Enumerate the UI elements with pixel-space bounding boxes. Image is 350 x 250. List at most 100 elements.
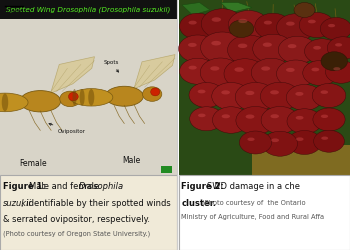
Polygon shape bbox=[46, 57, 94, 96]
Circle shape bbox=[326, 61, 350, 83]
Circle shape bbox=[253, 34, 293, 63]
Ellipse shape bbox=[198, 114, 205, 117]
Circle shape bbox=[314, 130, 344, 152]
Ellipse shape bbox=[288, 44, 296, 48]
Ellipse shape bbox=[212, 17, 221, 22]
Text: Male: Male bbox=[122, 156, 140, 165]
Circle shape bbox=[255, 13, 291, 39]
Text: Male and female: Male and female bbox=[29, 182, 99, 191]
Ellipse shape bbox=[20, 90, 61, 112]
FancyBboxPatch shape bbox=[161, 166, 172, 172]
Text: Spotted Wing Drosophila (Drosophila suzukii): Spotted Wing Drosophila (Drosophila suzu… bbox=[6, 6, 170, 13]
FancyBboxPatch shape bbox=[178, 0, 350, 175]
Text: Figure 1:: Figure 1: bbox=[3, 182, 45, 191]
Text: Spots: Spots bbox=[103, 60, 119, 72]
Ellipse shape bbox=[105, 86, 143, 106]
Circle shape bbox=[260, 82, 300, 110]
Ellipse shape bbox=[210, 66, 219, 70]
Ellipse shape bbox=[198, 90, 205, 93]
Ellipse shape bbox=[333, 67, 341, 70]
Circle shape bbox=[224, 59, 266, 89]
Text: (Photo courtesy of Oregon State University.): (Photo courtesy of Oregon State Universi… bbox=[3, 230, 150, 237]
Ellipse shape bbox=[264, 21, 272, 24]
Circle shape bbox=[212, 82, 250, 110]
Polygon shape bbox=[129, 54, 175, 91]
Circle shape bbox=[288, 130, 321, 154]
Circle shape bbox=[304, 39, 340, 64]
Polygon shape bbox=[182, 2, 210, 15]
Ellipse shape bbox=[296, 137, 303, 141]
Circle shape bbox=[287, 109, 322, 134]
Ellipse shape bbox=[247, 138, 254, 141]
FancyBboxPatch shape bbox=[252, 145, 350, 175]
Circle shape bbox=[180, 58, 216, 84]
Circle shape bbox=[294, 2, 315, 18]
Ellipse shape bbox=[261, 66, 270, 71]
Ellipse shape bbox=[296, 116, 303, 120]
Ellipse shape bbox=[238, 44, 247, 48]
Circle shape bbox=[190, 107, 223, 131]
Circle shape bbox=[236, 106, 275, 134]
Circle shape bbox=[251, 58, 291, 87]
Polygon shape bbox=[220, 2, 252, 12]
Circle shape bbox=[178, 35, 217, 62]
Circle shape bbox=[276, 14, 315, 41]
Circle shape bbox=[180, 13, 216, 39]
Ellipse shape bbox=[321, 136, 328, 140]
Ellipse shape bbox=[189, 66, 197, 70]
Circle shape bbox=[239, 131, 272, 154]
FancyBboxPatch shape bbox=[0, 175, 177, 250]
Ellipse shape bbox=[313, 46, 321, 50]
Circle shape bbox=[299, 12, 334, 38]
Circle shape bbox=[235, 82, 276, 112]
Text: suzukii: suzukii bbox=[3, 199, 31, 208]
Ellipse shape bbox=[222, 114, 230, 118]
Text: & serrated ovipositor, respectively.: & serrated ovipositor, respectively. bbox=[3, 215, 150, 224]
Circle shape bbox=[189, 82, 224, 108]
Ellipse shape bbox=[321, 114, 328, 118]
Ellipse shape bbox=[142, 87, 162, 101]
Ellipse shape bbox=[271, 138, 279, 142]
Ellipse shape bbox=[60, 91, 80, 107]
Text: Drosophila: Drosophila bbox=[79, 182, 124, 191]
Ellipse shape bbox=[263, 42, 272, 47]
Ellipse shape bbox=[221, 90, 230, 94]
Ellipse shape bbox=[308, 20, 316, 24]
Ellipse shape bbox=[321, 90, 328, 94]
Circle shape bbox=[320, 18, 350, 40]
Ellipse shape bbox=[246, 114, 254, 119]
Ellipse shape bbox=[286, 68, 295, 72]
Ellipse shape bbox=[150, 88, 160, 96]
FancyBboxPatch shape bbox=[178, 175, 350, 250]
Ellipse shape bbox=[2, 94, 8, 111]
Text: Female: Female bbox=[20, 159, 47, 168]
Ellipse shape bbox=[70, 89, 113, 106]
Ellipse shape bbox=[238, 19, 247, 23]
Text: SWD damage in a che: SWD damage in a che bbox=[207, 182, 300, 191]
Text: , identifiable by their spotted winds: , identifiable by their spotted winds bbox=[21, 199, 171, 208]
Ellipse shape bbox=[295, 92, 303, 96]
Circle shape bbox=[212, 107, 250, 133]
Ellipse shape bbox=[88, 89, 94, 106]
Ellipse shape bbox=[188, 43, 197, 47]
Ellipse shape bbox=[211, 41, 221, 46]
Text: 2 mm: 2 mm bbox=[6, 9, 22, 14]
Text: (Photo courtesy of  the Ontario: (Photo courtesy of the Ontario bbox=[202, 199, 306, 205]
Text: cluster.: cluster. bbox=[181, 199, 216, 208]
Circle shape bbox=[278, 36, 317, 64]
Circle shape bbox=[312, 84, 346, 108]
Text: Figure 2:: Figure 2: bbox=[181, 182, 224, 191]
Ellipse shape bbox=[335, 43, 342, 46]
Circle shape bbox=[262, 131, 298, 156]
Circle shape bbox=[303, 60, 338, 86]
Circle shape bbox=[327, 37, 350, 59]
Text: Ovipositor: Ovipositor bbox=[49, 123, 86, 134]
Circle shape bbox=[228, 35, 270, 65]
FancyBboxPatch shape bbox=[0, 0, 177, 175]
Circle shape bbox=[286, 84, 323, 110]
Ellipse shape bbox=[79, 89, 85, 106]
Circle shape bbox=[276, 60, 315, 88]
Circle shape bbox=[321, 52, 348, 71]
Ellipse shape bbox=[271, 114, 279, 118]
Ellipse shape bbox=[328, 24, 335, 27]
